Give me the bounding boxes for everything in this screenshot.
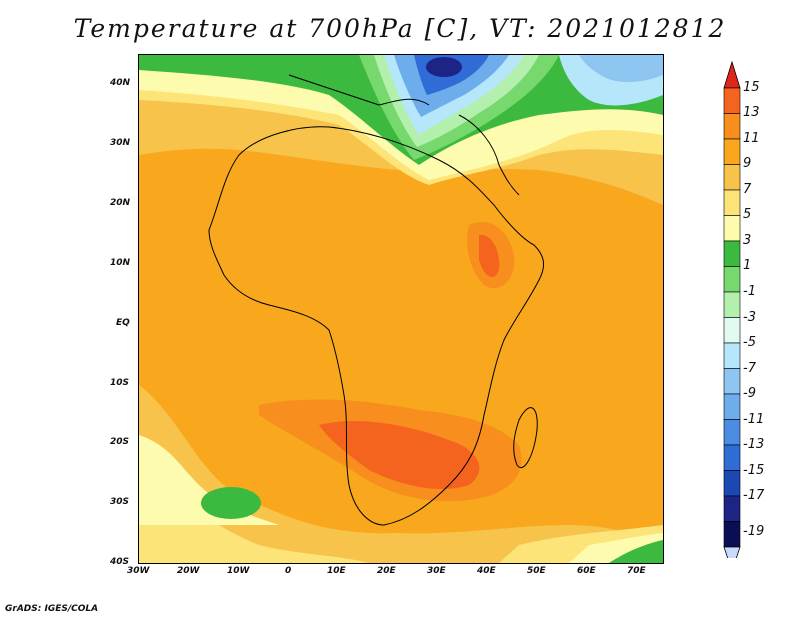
temperature-map <box>138 54 664 564</box>
colorbar-label: -19 <box>743 524 765 539</box>
credit-text: GrADS: IGES/COLA <box>5 604 99 614</box>
colorbar-label: 15 <box>743 80 760 95</box>
lat-tick: 10S <box>110 378 130 388</box>
colorbar-label: 9 <box>743 156 752 171</box>
colorbar-label: 3 <box>743 233 752 248</box>
colorbar-swatch <box>723 240 741 267</box>
colorbar-top-arrow <box>723 60 741 89</box>
lat-tick: 20S <box>110 437 130 447</box>
map-title: Temperature at 700hPa [C], VT: 202101281… <box>73 14 727 43</box>
colorbar <box>723 60 741 558</box>
lon-tick: 10E <box>327 566 346 576</box>
colorbar-swatch <box>723 368 741 395</box>
colorbar-label: 5 <box>743 207 752 222</box>
colorbar-swatch <box>723 215 741 242</box>
colorbar-label: -17 <box>743 488 765 503</box>
lon-tick: 30W <box>127 566 150 576</box>
colorbar-label: -13 <box>743 437 765 452</box>
colorbar-swatch <box>723 164 741 191</box>
colorbar-swatch <box>723 266 741 293</box>
colorbar-swatch <box>723 393 741 420</box>
lon-tick: 50E <box>527 566 546 576</box>
lon-tick: 20W <box>177 566 200 576</box>
colorbar-swatch <box>723 495 741 522</box>
lat-tick: EQ <box>116 318 130 328</box>
colorbar-swatch <box>723 470 741 497</box>
colorbar-swatch <box>723 444 741 471</box>
lon-tick: 10W <box>227 566 250 576</box>
lon-tick: 70E <box>627 566 646 576</box>
colorbar-label: -7 <box>743 361 756 376</box>
colorbar-label: 7 <box>743 182 752 197</box>
colorbar-swatch <box>723 521 741 548</box>
colorbar-label: -3 <box>743 310 756 325</box>
lon-tick: 20E <box>377 566 396 576</box>
lon-tick: 40E <box>477 566 496 576</box>
colorbar-swatch <box>723 189 741 216</box>
colorbar-label: -15 <box>743 463 765 478</box>
colorbar-label: 11 <box>743 131 760 146</box>
colorbar-label: -11 <box>743 412 765 427</box>
lat-tick: 30N <box>110 138 131 148</box>
colorbar-swatch <box>723 291 741 318</box>
lat-tick: 20N <box>110 198 131 208</box>
colorbar-swatch <box>723 342 741 369</box>
temperature-field <box>139 55 663 563</box>
lat-tick: 10N <box>110 258 131 268</box>
colorbar-swatch <box>723 317 741 344</box>
lon-tick: 0 <box>285 566 292 576</box>
colorbar-swatch <box>723 87 741 114</box>
colorbar-swatch <box>723 419 741 446</box>
lon-tick: 30E <box>427 566 446 576</box>
colorbar-swatch <box>723 138 741 165</box>
lat-tick: 30S <box>110 497 130 507</box>
colorbar-label: 13 <box>743 105 760 120</box>
colorbar-label: -5 <box>743 335 756 350</box>
lat-tick: 40N <box>110 78 131 88</box>
colorbar-label: -9 <box>743 386 756 401</box>
colorbar-label: -1 <box>743 284 756 299</box>
colorbar-label: 1 <box>743 258 752 273</box>
lat-tick: 40S <box>110 557 130 567</box>
colorbar-bottom-arrow <box>723 546 741 558</box>
colorbar-swatch <box>723 113 741 140</box>
lon-tick: 60E <box>577 566 596 576</box>
